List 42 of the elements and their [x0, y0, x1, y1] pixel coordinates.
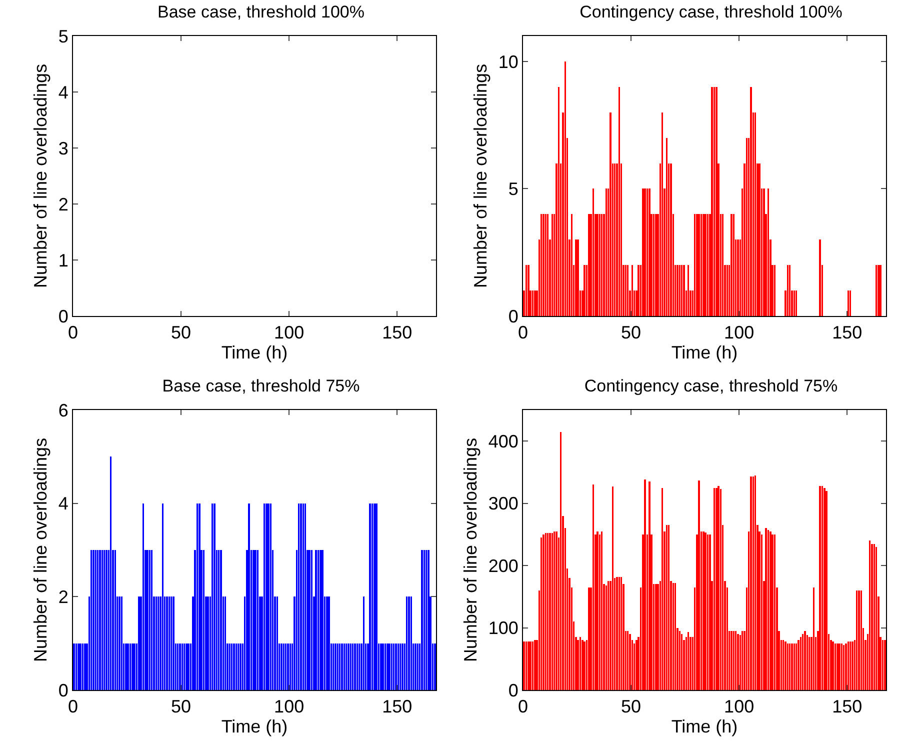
y-tick-label: 300: [488, 494, 518, 514]
x-tick-label: 150: [832, 322, 862, 343]
y-tick-label: 4: [58, 494, 68, 514]
y-tick-label: 0: [58, 306, 68, 326]
y-tick-label: 4: [58, 82, 68, 102]
y-tick-label: 6: [58, 400, 68, 420]
x-axis-title: Time (h): [671, 342, 738, 363]
y-axis-title: Number of line overloadings: [460, 438, 481, 662]
y-tick-label: 400: [488, 431, 518, 452]
y-tick-label: 200: [488, 556, 518, 576]
y-tick-label: 5: [58, 26, 68, 46]
x-tick-label: 50: [621, 322, 642, 343]
y-axis-title: Number of line overloadings: [30, 438, 51, 662]
x-tick-label: 150: [382, 322, 412, 343]
y-tick-label: 0: [508, 680, 518, 700]
chart-title: Base case, threshold 75%: [162, 376, 360, 396]
x-tick-label: 50: [171, 322, 192, 343]
y-tick-label: 3: [58, 138, 68, 158]
chart-title: Contingency case, threshold 100%: [580, 2, 842, 22]
y-tick-label: 2: [58, 194, 68, 214]
x-tick-label: 100: [274, 322, 304, 343]
x-tick-label: 50: [621, 696, 642, 717]
x-tick-label: 100: [724, 696, 754, 717]
x-tick-label: 150: [832, 696, 862, 717]
x-axis-title: Time (h): [221, 716, 288, 737]
x-axis-title: Time (h): [221, 342, 288, 363]
x-tick-label: 100: [724, 322, 754, 343]
y-tick-label: 5: [508, 179, 518, 200]
y-tick-label: 100: [488, 618, 518, 638]
x-tick-label: 150: [382, 696, 412, 717]
chart-title: Base case, threshold 100%: [158, 2, 364, 22]
y-tick-label: 1: [58, 250, 68, 270]
chart-title: Contingency case, threshold 75%: [584, 376, 838, 396]
y-tick-label: 0: [58, 680, 68, 700]
y-tick-label: 10: [498, 52, 518, 72]
x-axis-title: Time (h): [671, 716, 738, 737]
x-tick-label: 100: [274, 696, 304, 717]
y-tick-label: 2: [58, 586, 68, 607]
y-tick-label: 0: [508, 306, 518, 326]
y-axis-title: Number of line overloadings: [470, 64, 491, 288]
x-tick-label: 50: [171, 696, 192, 717]
y-axis-title: Number of line overloadings: [30, 64, 51, 288]
